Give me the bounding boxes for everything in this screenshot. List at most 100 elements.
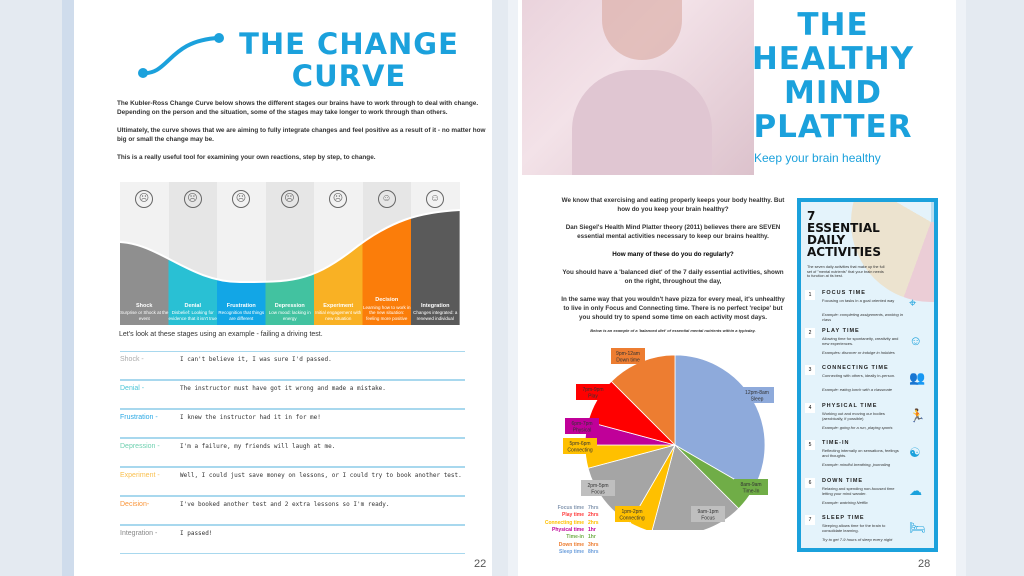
legend-item: Connecting time 2hrs (542, 520, 599, 527)
activity-icon: 🏃 (909, 407, 926, 423)
legend-label: Physical time (552, 526, 584, 533)
example-answer: I've booked another test and 2 extra les… (180, 501, 390, 508)
stage-desc: Disbelief: Looking for evidence that it … (168, 310, 217, 321)
intro-paragraph: The Kubler-Ross Change Curve below shows… (117, 100, 479, 116)
activity-title: PHYSICAL TIME (822, 402, 878, 409)
page-title: THE CHANGE CURVE (234, 28, 464, 92)
sidebar-title-line: ESSENTIAL (807, 221, 880, 235)
example-row: Experiment - Well, I could just save mone… (120, 467, 465, 496)
body-paragraph: You should have a 'balanced diet' of the… (562, 269, 784, 285)
activity-title: SLEEP TIME (822, 515, 865, 521)
stage-desc: Recognition that things are different (218, 310, 265, 321)
activity-desc: Connecting with others, ideally in-perso… (822, 373, 896, 378)
legend-label: Sleep time (558, 548, 584, 555)
intro-paragraph: This is a really useful tool for examini… (117, 154, 376, 161)
activity-number: 7 (805, 515, 815, 525)
legend-value: 8hrs (588, 548, 599, 555)
slice-activity: Focus (701, 516, 715, 522)
subtitle: Keep your brain healthy (754, 151, 881, 165)
mind-platter-pie-chart: 12pm-8amSleep8am-9amTime-In9am-1pmFocus1… (563, 348, 774, 530)
slice-time: 8am-9am (740, 482, 761, 488)
activity-number: 4 (805, 402, 815, 413)
stage-label: Shock Surprise or Shock at the event (120, 303, 169, 322)
title-line: MIND (783, 75, 883, 111)
face-icon: ☹ (280, 190, 299, 208)
stage-label: Frustration Recognition that things are d… (217, 302, 266, 322)
stage-label: Decision- (120, 501, 150, 508)
slice-time: 7pm-9pm (582, 387, 603, 393)
example-answer: I'm a failure, my friends will laugh at … (180, 443, 336, 450)
smiling-girl-photo (522, 0, 754, 175)
slice-activity: Focus (591, 490, 605, 496)
legend-value: 2hrs (588, 519, 599, 526)
activity-icon: ⌖ (909, 295, 917, 310)
stage-desc: Surprise or Shock at the event (120, 310, 169, 321)
activity-title: PLAY TIME (822, 327, 860, 334)
slice-time: 6pm-7pm (571, 421, 592, 427)
legend-value: 1hr (588, 526, 596, 533)
stage-name: Frustration (226, 302, 256, 309)
stage-label: Depression Low mood: lacking in energy (266, 303, 315, 322)
pie-slice (587, 444, 676, 524)
legend-item: Time-in 1hr (542, 534, 595, 541)
stage-label: Denial - (120, 385, 145, 392)
slice-time: 1pm-2pm (621, 509, 642, 515)
sidebar-intro: The seven daily activities that make up … (807, 265, 885, 279)
stage-label: Experiment Initial engagement with new si… (314, 302, 363, 322)
example-row: Denial - The instructor must have got it … (120, 380, 465, 409)
sidebar-title-line: DAILY (807, 233, 846, 247)
stage-fill (411, 210, 460, 325)
face-icon: ☹ (329, 190, 347, 208)
example-answer: I can't believe it, I was sure I'd passe… (180, 356, 332, 363)
activity-icon: ☯ (909, 445, 921, 460)
activity-desc: Allowing time for spontaneity, creativit… (822, 335, 899, 346)
title-line: PLATTER (753, 109, 913, 145)
body-paragraph: In the same way that you wouldn't have p… (561, 296, 785, 321)
curve-logo-icon (138, 33, 224, 78)
activity-example: Example: completing assignments, working… (822, 312, 903, 322)
stage-name: Integration (421, 302, 450, 309)
legend-item: Focus time 7hrs (542, 505, 599, 512)
example-row: Depression - I'm a failure, my friends wi… (120, 438, 465, 467)
legend-item: Sleep time 8hrs (542, 549, 599, 556)
activity-number: 2 (805, 327, 815, 338)
legend-label: Connecting time (544, 519, 584, 526)
example-row: Frustration - I knew the instructor had i… (120, 409, 465, 438)
stage-label: Experiment - (120, 472, 160, 479)
activity-title: DOWN TIME (822, 477, 864, 484)
face-icon: ☹ (135, 190, 153, 208)
stage-desc: Low mood: lacking in energy (268, 310, 311, 321)
activity-desc: Sleeping allows time for the brain to co… (822, 523, 886, 533)
activity-icon: ☺ (909, 332, 923, 348)
activity-title: FOCUS TIME (822, 290, 866, 296)
activity-number: 6 (805, 477, 815, 488)
legend-value: 7hrs (588, 505, 599, 511)
legend-item: Down time 3hrs (542, 542, 599, 549)
stage-name: Denial (184, 302, 201, 309)
activity-title: CONNECTING TIME (822, 365, 889, 371)
slice-time: 2pm-5pm (587, 483, 608, 489)
example-answer: I passed! (180, 530, 213, 537)
legend-value: 3hrs (588, 541, 599, 548)
activity-icon: ☁ (909, 482, 922, 498)
example-row: Decision- I've booked another test and 2 … (120, 496, 465, 525)
activity-example: Try to get 7-9 hours of sleep every nigh… (822, 537, 893, 542)
chart-caption: Below is an example of a 'balanced diet'… (590, 328, 756, 333)
legend-item: Physical time 1hr (542, 527, 596, 534)
stage-label: Integration Changes integrated: a renewed… (411, 302, 460, 322)
slice-activity: Physical (573, 428, 592, 434)
slice-activity: Play (588, 394, 598, 400)
activity-number: 5 (805, 440, 815, 450)
example-row: Shock - I can't believe it, I was sure I'… (120, 351, 465, 380)
body-question: How many of these do you do regularly? (612, 251, 734, 258)
stage-desc: Changes integrated: a renewed individual (413, 310, 458, 321)
stage-name: Decision (375, 297, 399, 303)
legend-label: Play time (562, 512, 584, 519)
stage-name: Experiment (323, 302, 354, 309)
example-answer: Well, I could just save money on lessons… (180, 472, 462, 479)
